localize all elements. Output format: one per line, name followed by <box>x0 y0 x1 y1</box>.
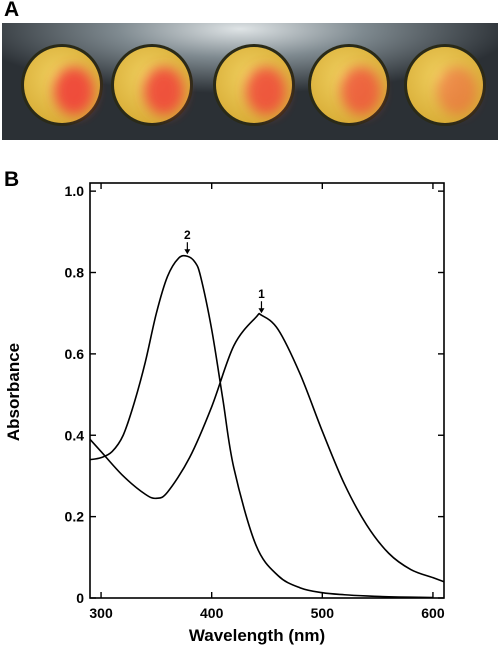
x-axis-label: Wavelength (nm) <box>189 626 325 645</box>
plot-frame <box>89 182 445 599</box>
y-tick-label: 0.6 <box>65 346 85 362</box>
sample-disc <box>111 44 193 126</box>
sample-disc <box>404 44 486 126</box>
sample-disc <box>21 44 103 126</box>
peak-annotation: 2 <box>184 228 191 255</box>
y-tick-label: 0.2 <box>65 509 85 525</box>
x-tick-label: 400 <box>200 605 224 621</box>
series-layer <box>89 254 445 599</box>
disc-group <box>21 44 486 126</box>
sample-disc <box>213 44 295 126</box>
y-tick-label: 0.4 <box>65 427 85 443</box>
series-line-1 <box>89 312 445 583</box>
y-axis-ticks: 0 0.2 0.4 0.6 0.8 1.0 <box>65 183 444 606</box>
x-tick-label: 300 <box>89 605 113 621</box>
peak-annotation: 1 <box>258 287 265 314</box>
red-spot <box>437 67 477 115</box>
red-spot <box>341 67 381 115</box>
peak-label: 2 <box>184 228 191 242</box>
y-axis-label: Absorbance <box>4 343 23 441</box>
red-spot <box>144 67 184 115</box>
peak-label: 1 <box>258 287 265 301</box>
sample-photo <box>2 23 498 140</box>
series-line-2 <box>89 254 433 599</box>
x-tick-label: 600 <box>421 605 445 621</box>
panel-label-b: B <box>4 168 20 191</box>
sample-disc <box>308 44 390 126</box>
red-spot <box>246 67 286 115</box>
y-tick-label: 0 <box>76 590 84 606</box>
x-tick-label: 500 <box>311 605 335 621</box>
peak-arrow-head <box>184 249 191 255</box>
red-spot <box>54 67 94 115</box>
panel-label-a: A <box>4 0 20 21</box>
annotation-layer: 12 <box>184 228 265 314</box>
y-tick-label: 0.8 <box>65 265 85 281</box>
y-tick-label: 1.0 <box>65 183 85 199</box>
peak-arrow-head <box>258 308 265 314</box>
plot-border <box>89 182 445 599</box>
x-axis-ticks: 300 400 500 600 <box>89 183 445 621</box>
